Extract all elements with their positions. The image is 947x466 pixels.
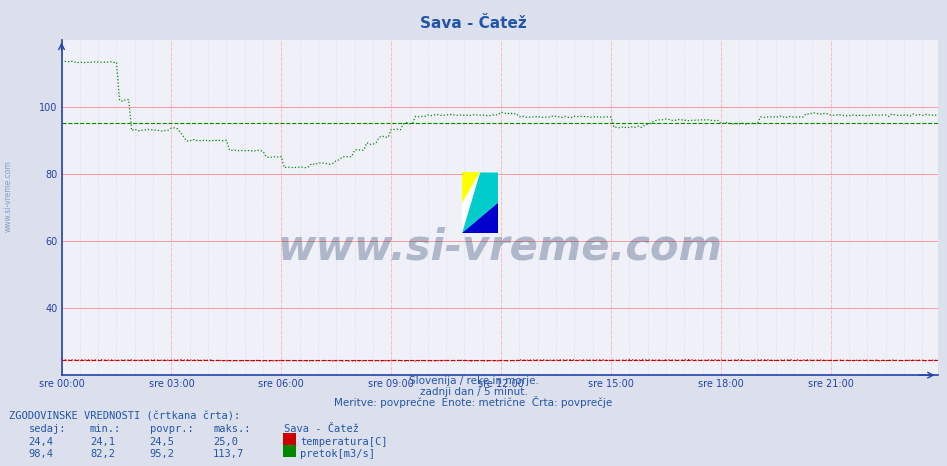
Text: 82,2: 82,2 (90, 449, 115, 459)
Text: 113,7: 113,7 (213, 449, 244, 459)
Text: Sava - Čatež: Sava - Čatež (420, 16, 527, 31)
Text: povpr.:: povpr.: (150, 425, 193, 434)
Text: Sava - Čatež: Sava - Čatež (284, 425, 359, 434)
Text: zadnji dan / 5 minut.: zadnji dan / 5 minut. (420, 387, 527, 397)
Text: www.si-vreme.com: www.si-vreme.com (277, 226, 722, 268)
Text: 24,4: 24,4 (28, 437, 53, 447)
Text: ZGODOVINSKE VREDNOSTI (črtkana črta):: ZGODOVINSKE VREDNOSTI (črtkana črta): (9, 411, 241, 421)
Text: 98,4: 98,4 (28, 449, 53, 459)
Text: 25,0: 25,0 (213, 437, 238, 447)
Polygon shape (462, 203, 498, 233)
Text: maks.:: maks.: (213, 425, 251, 434)
Text: Slovenija / reke in morje.: Slovenija / reke in morje. (408, 377, 539, 386)
Polygon shape (462, 172, 498, 233)
Polygon shape (462, 172, 480, 203)
Text: 24,1: 24,1 (90, 437, 115, 447)
Text: 24,5: 24,5 (150, 437, 174, 447)
Text: temperatura[C]: temperatura[C] (300, 437, 387, 447)
Text: pretok[m3/s]: pretok[m3/s] (300, 449, 375, 459)
Text: sedaj:: sedaj: (28, 425, 66, 434)
Text: min.:: min.: (90, 425, 121, 434)
Text: www.si-vreme.com: www.si-vreme.com (4, 160, 13, 232)
Text: 95,2: 95,2 (150, 449, 174, 459)
Text: Meritve: povprečne  Enote: metrične  Črta: povprečje: Meritve: povprečne Enote: metrične Črta:… (334, 396, 613, 408)
